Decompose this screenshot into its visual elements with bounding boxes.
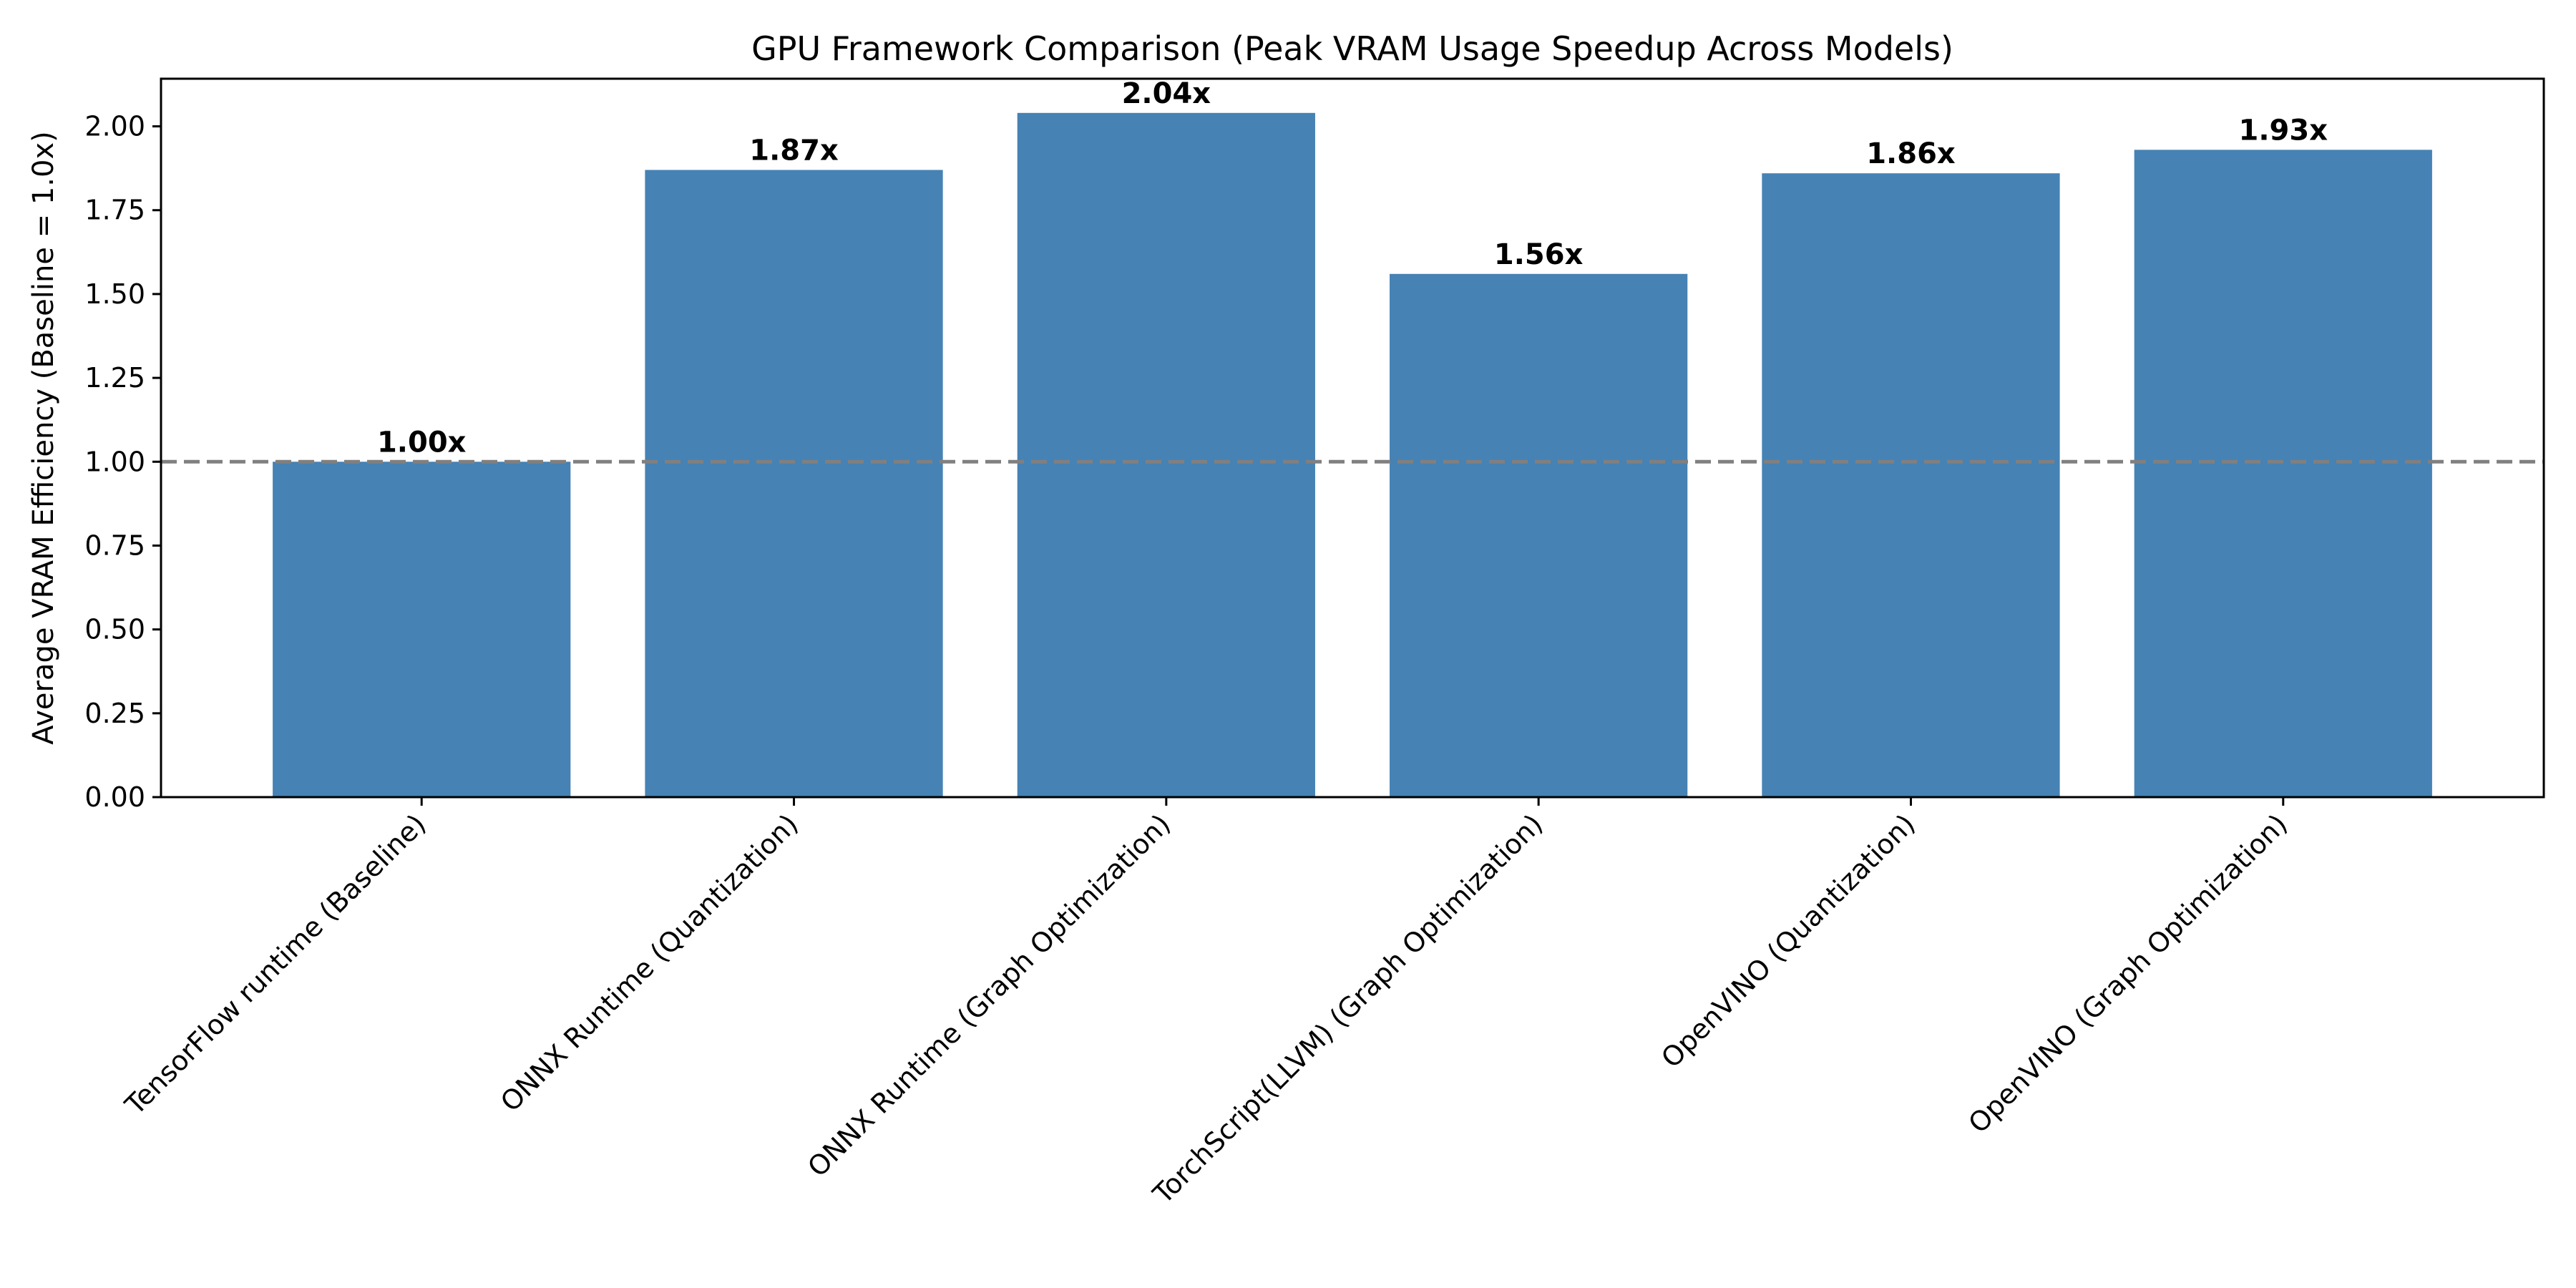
x-tick-label-0: TensorFlow runtime (Baseline)	[119, 808, 432, 1121]
value-label-5: 1.93x	[2239, 114, 2328, 147]
plot-frame	[160, 77, 2545, 799]
y-tick-label-0: 0.00	[84, 781, 145, 813]
bars-layer	[273, 112, 2432, 798]
x-tick-label-2: ONNX Runtime (Graph Optimization)	[801, 808, 1176, 1183]
value-label-0: 1.00x	[377, 426, 467, 459]
y-tick-label-1: 0.25	[84, 698, 145, 729]
x-tick-label-3: TorchScript(LLVM) (Graph Optimization)	[1146, 808, 1548, 1210]
value-labels-layer: 1.00x 1.87x 2.04x 1.56x 1.86x 1.93x	[377, 77, 2328, 459]
value-label-2: 2.04x	[1122, 77, 1211, 110]
value-label-4: 1.86x	[1866, 137, 1956, 170]
y-tick-label-3: 0.75	[84, 530, 145, 561]
x-tick-label-5: OpenVINO (Graph Optimization)	[1962, 808, 2293, 1139]
x-axis: TensorFlow runtime (Baseline) ONNX Runtim…	[119, 797, 2293, 1210]
x-tick-label-4: OpenVINO (Quantization)	[1655, 808, 1921, 1074]
value-label-3: 1.56x	[1494, 238, 1584, 271]
y-tick-label-8: 2.00	[84, 111, 145, 142]
x-tick-label-1: ONNX Runtime (Quantization)	[494, 808, 804, 1118]
y-tick-label-5: 1.25	[84, 362, 145, 394]
bar-1	[645, 170, 943, 797]
y-tick-label-4: 1.00	[84, 446, 145, 477]
bar-4	[1762, 173, 2060, 798]
y-tick-label-2: 0.50	[84, 614, 145, 645]
y-axis-title: Average VRAM Efficiency (Baseline = 1.0x…	[27, 131, 60, 745]
y-tick-label-7: 1.75	[84, 195, 145, 226]
y-axis: 0.00 0.25 0.50 0.75 1.00 1.25 1.50 1.75 2.00	[84, 111, 161, 813]
value-label-1: 1.87x	[749, 134, 839, 167]
y-tick-label-6: 1.50	[84, 278, 145, 310]
bar-2	[1017, 112, 1315, 798]
chart-title: GPU Framework Comparison (Peak VRAM Usag…	[751, 29, 1953, 68]
bar-5	[2134, 150, 2432, 797]
bar-3	[1390, 273, 1688, 797]
bar-0	[273, 462, 571, 797]
